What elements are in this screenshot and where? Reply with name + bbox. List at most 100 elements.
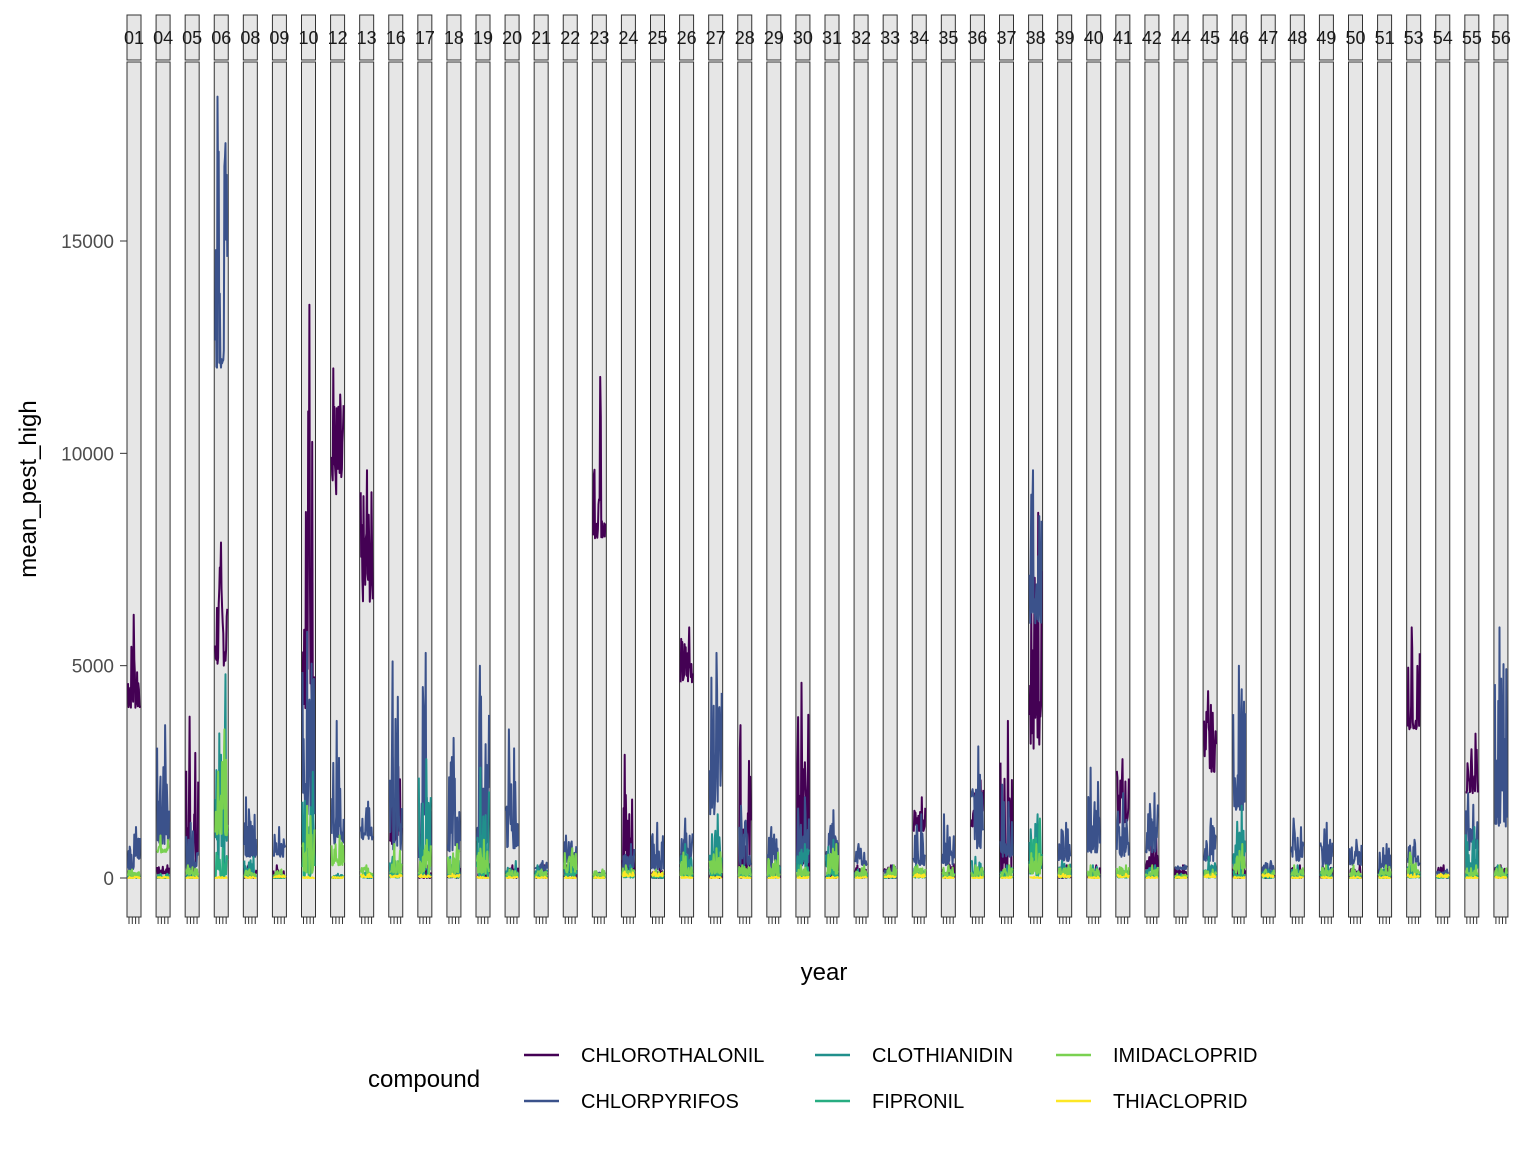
facet-panel: [533, 61, 549, 918]
series-line: [1349, 864, 1363, 877]
facet-panel: [242, 61, 258, 918]
series-line: [156, 875, 170, 879]
series-line: [651, 870, 664, 878]
series-line: [1144, 834, 1159, 871]
facet-strip: [650, 14, 665, 61]
series-line: [301, 804, 316, 875]
series-line: [854, 875, 868, 879]
series-line: [1290, 875, 1305, 879]
series-line: [970, 745, 985, 850]
legend-item: THIACLOPRID: [1056, 1091, 1247, 1113]
facet-strip: [591, 14, 607, 61]
facet-strip: [504, 14, 520, 61]
series-line: [1465, 732, 1479, 795]
series-line: [708, 651, 723, 816]
facet-panel: [1406, 61, 1422, 918]
series-line: [1435, 872, 1450, 879]
facet-strip: [1057, 14, 1073, 61]
facet-strip: [708, 14, 724, 61]
facet-strip: [1231, 14, 1247, 61]
legend-item: CHLORPYRIFOS: [524, 1091, 739, 1113]
series-line: [1290, 864, 1305, 877]
series-line: [708, 813, 723, 871]
series-line: [1232, 875, 1246, 879]
series-line: [1057, 872, 1072, 879]
series-line: [679, 626, 694, 684]
facet-strip: [1028, 14, 1044, 61]
series-line: [1115, 792, 1130, 858]
y-tick-label: 15000: [61, 232, 114, 253]
facet-panel: [1435, 61, 1451, 918]
series-line: [679, 851, 694, 877]
series-line: [1203, 817, 1217, 862]
legend-label: THIACLOPRID: [1113, 1091, 1247, 1113]
facet-strip: [1289, 14, 1305, 61]
facet-panel: [1057, 61, 1073, 918]
series-line: [563, 847, 578, 874]
facet-strip: [1435, 14, 1451, 61]
facet-strip: [737, 14, 753, 61]
facet-strip: [969, 14, 985, 61]
facet-panel: [999, 61, 1014, 918]
facet-strip-label: 20: [502, 28, 522, 48]
series-line: [738, 875, 752, 879]
facet-panel: [271, 61, 287, 918]
facet-strip-label: 55: [1462, 28, 1482, 48]
legend-title: compound: [368, 1066, 480, 1093]
facet-panel: [824, 61, 840, 918]
series-line: [127, 826, 141, 871]
series-line: [1057, 821, 1072, 862]
series-line: [912, 872, 927, 879]
series-line: [359, 864, 374, 877]
facet-strip-label: 41: [1113, 28, 1133, 48]
series-line: [127, 868, 141, 877]
facet-panel: [650, 61, 665, 918]
series-line: [446, 736, 461, 853]
facet-panel: [737, 61, 753, 918]
facet-strip: [679, 14, 695, 61]
facet-strip-label: 17: [415, 28, 435, 48]
series-line: [1232, 664, 1247, 811]
series-line: [1232, 804, 1247, 871]
series-line: [1145, 875, 1159, 879]
y-tick-label: 10000: [61, 444, 114, 465]
series-line: [1378, 875, 1391, 879]
facet-strip-label: 22: [560, 28, 580, 48]
series-line: [1493, 864, 1508, 877]
series-line: [214, 847, 229, 879]
facet-strip-label: 16: [386, 28, 406, 48]
facet-strip-label: 04: [153, 28, 173, 48]
facet-panel: [940, 61, 956, 918]
facet-strip: [388, 14, 404, 61]
facet-strip-label: 51: [1375, 28, 1395, 48]
series-line: [1144, 792, 1159, 854]
series-line: [825, 843, 839, 875]
series-line: [854, 864, 868, 877]
series-line: [1406, 872, 1421, 879]
facet-strip-label: 34: [909, 28, 929, 48]
series-thiacloprid: [127, 870, 1508, 879]
series-line: [185, 864, 200, 877]
facet-strip-label: 44: [1171, 28, 1191, 48]
facet-panel: [1086, 61, 1102, 918]
facet-strip-label: 25: [647, 28, 667, 48]
facet-panels: 01 04 05 06 08 09 10 12 13 16 17 18 19 20 21 22 23 24 25 26…: [124, 14, 1511, 924]
facet-strip: [417, 14, 433, 61]
series-line: [971, 875, 985, 879]
series-line: [795, 843, 810, 875]
facet-strip-label: 47: [1258, 28, 1278, 48]
facet-strip: [1348, 14, 1363, 61]
facet-strip: [359, 14, 375, 61]
series-chlorpyrifos: [127, 95, 1508, 877]
series-line: [214, 95, 229, 369]
series-line: [1115, 758, 1130, 824]
facet-strip-label: 24: [618, 28, 638, 48]
series-line: [941, 864, 956, 877]
legend: CHLOROTHALONIL CHLORPYRIFOS CLOTHIANIDIN FI…: [524, 1045, 1257, 1113]
series-line: [679, 875, 694, 879]
x-axis-label: year: [801, 959, 848, 986]
facet-strip: [766, 14, 782, 61]
series-line: [331, 875, 345, 879]
series-line: [1028, 511, 1043, 750]
